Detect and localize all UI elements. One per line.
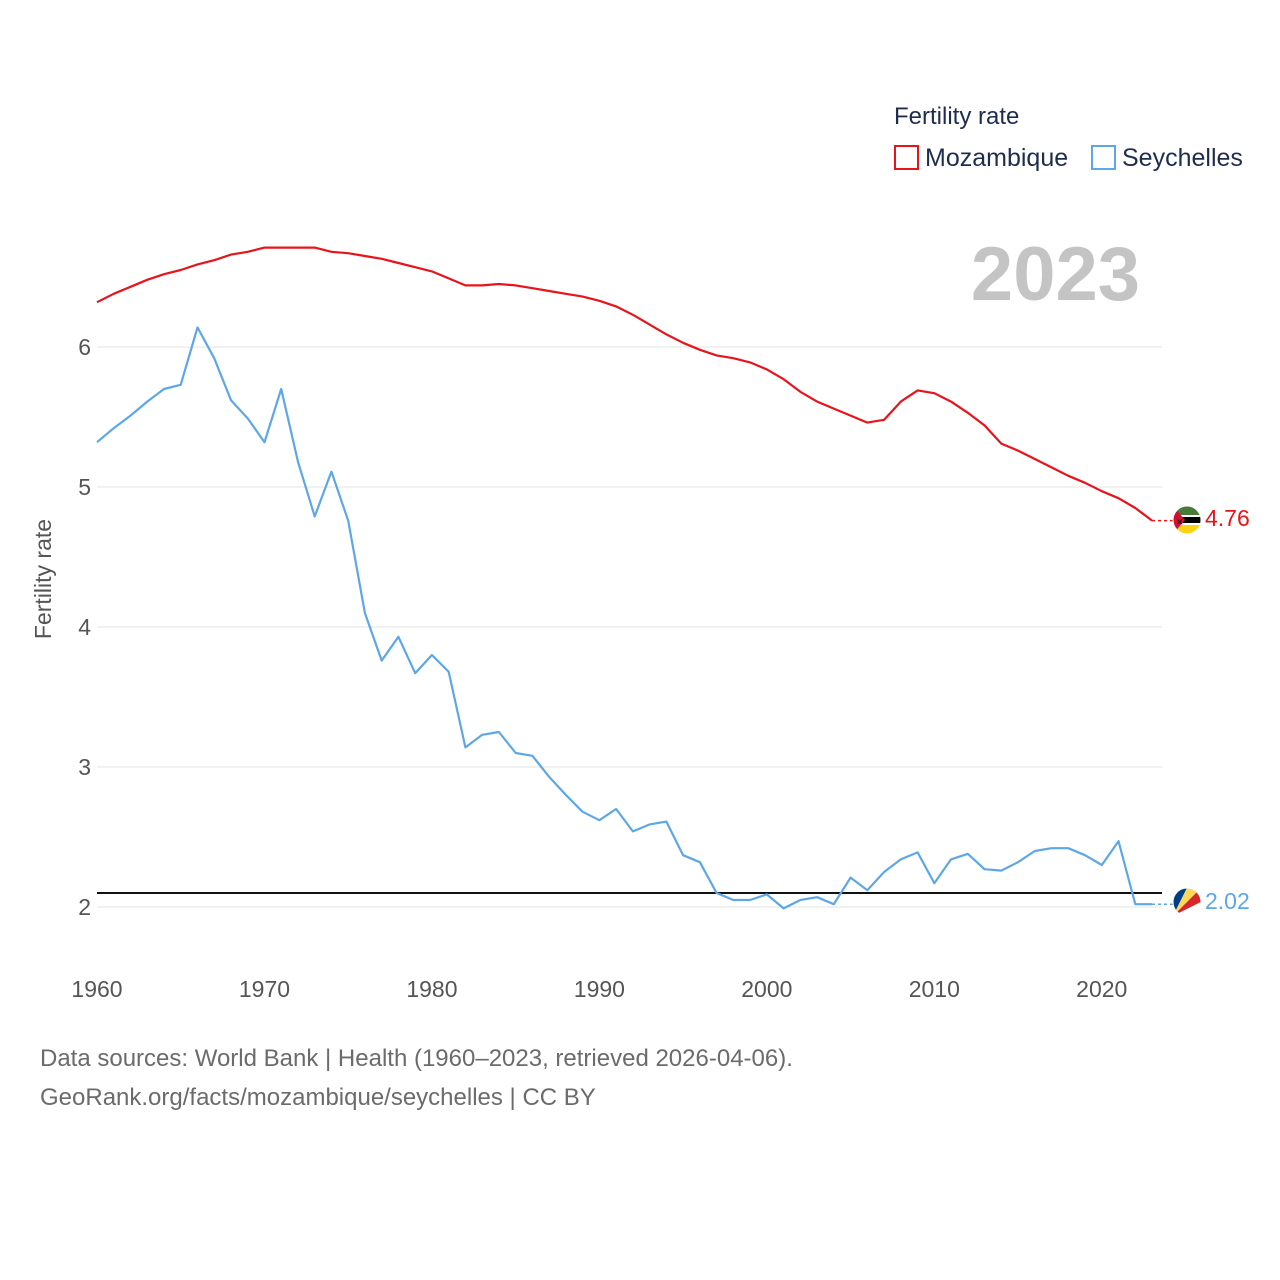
legend-swatch-mozambique <box>894 145 919 170</box>
legend-item-seychelles[interactable]: Seychelles <box>1091 144 1243 172</box>
y-tick-label: 6 <box>78 334 91 360</box>
legend-item-mozambique[interactable]: Mozambique <box>894 144 1068 172</box>
x-axis-ticks: 1960 1970 1980 1990 2000 2010 2020 <box>71 976 1127 1002</box>
end-value-mozambique: 4.76 <box>1205 505 1250 531</box>
svg-text:✕: ✕ <box>1176 517 1184 527</box>
x-tick-label: 2000 <box>741 976 792 1002</box>
y-axis-ticks: 2 3 4 5 6 <box>78 334 91 920</box>
x-tick-label: 2010 <box>909 976 960 1002</box>
x-tick-label: 2020 <box>1076 976 1127 1002</box>
x-tick-label: 1960 <box>71 976 122 1002</box>
legend-label-mozambique: Mozambique <box>925 144 1068 172</box>
mozambique-flag-icon: ✕ <box>1172 505 1202 535</box>
y-tick-label: 5 <box>78 474 91 500</box>
year-watermark: 2023 <box>971 232 1140 317</box>
gridlines <box>97 346 1162 908</box>
series-line-mozambique[interactable] <box>96 246 1153 522</box>
series-line-seychelles[interactable] <box>96 326 1152 910</box>
seychelles-flag-icon <box>1172 887 1202 917</box>
y-tick-label: 3 <box>78 754 91 780</box>
x-tick-label: 1970 <box>239 976 290 1002</box>
x-tick-label: 1990 <box>574 976 625 1002</box>
legend-swatch-seychelles <box>1091 145 1116 170</box>
source-line: Data sources: World Bank | Health (1960–… <box>40 1045 793 1072</box>
end-value-seychelles: 2.02 <box>1205 888 1250 914</box>
legend-title: Fertility rate <box>894 103 1019 130</box>
source-url-line[interactable]: GeoRank.org/facts/mozambique/seychelles … <box>40 1084 596 1111</box>
series-lines <box>96 246 1173 910</box>
y-axis-title: Fertility rate <box>30 519 56 639</box>
legend-label-seychelles: Seychelles <box>1122 144 1243 172</box>
y-tick-label: 4 <box>78 614 91 640</box>
y-tick-label: 2 <box>78 894 91 920</box>
x-tick-label: 1980 <box>406 976 457 1002</box>
